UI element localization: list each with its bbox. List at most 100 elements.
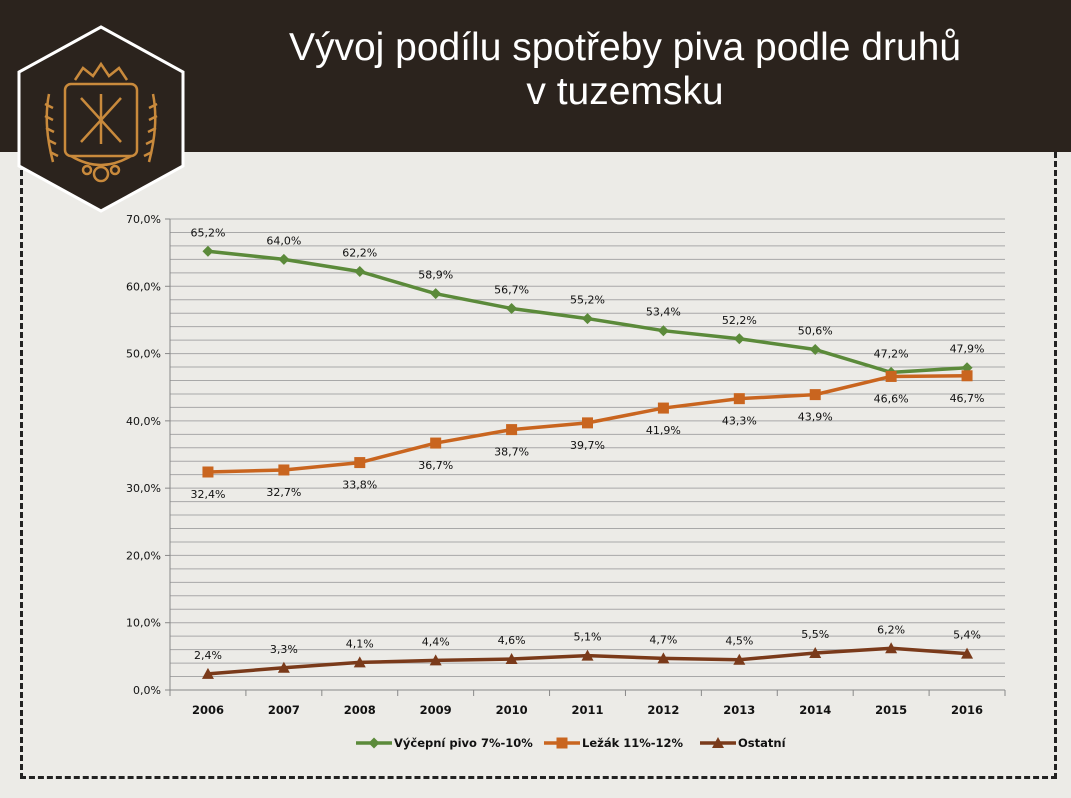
data-label: 4,1% xyxy=(346,637,374,650)
data-point xyxy=(277,661,290,673)
legend-item: Ostatní xyxy=(700,736,787,750)
title-line-2: v tuzemsku xyxy=(526,70,724,113)
data-label: 41,9% xyxy=(646,424,681,437)
data-label: 64,0% xyxy=(266,234,301,247)
series-line xyxy=(207,249,968,375)
axes xyxy=(169,219,1005,691)
series-group: 65,2% 64,0% 62,2% 58,9% 56,7% 55,2% 53,4% 52,2%… xyxy=(190,226,985,679)
data-point xyxy=(430,288,442,300)
page-title: Vývoj podílu spotřeby piva podle druhů v… xyxy=(200,26,1050,114)
series-triangle: 2,4% 3,3% 4,1% 4,4% 4,6% 5,1% 4,7% 4,5% 5,5% 6,2%… xyxy=(194,623,981,679)
data-label: 32,4% xyxy=(190,488,225,501)
data-label: 5,5% xyxy=(801,628,829,641)
x-tick-label: 2012 xyxy=(647,703,679,717)
data-label: 2,4% xyxy=(194,649,222,662)
data-point xyxy=(961,647,974,659)
data-label: 4,6% xyxy=(498,634,526,647)
data-point xyxy=(278,464,290,476)
x-tick-label: 2010 xyxy=(496,703,528,717)
data-point xyxy=(733,393,745,405)
data-label: 52,2% xyxy=(722,314,757,327)
data-point xyxy=(582,313,593,325)
x-tick-label: 2011 xyxy=(571,703,603,717)
data-label: 47,9% xyxy=(950,343,985,356)
data-label: 4,5% xyxy=(725,635,753,648)
legend-label: Výčepní pivo 7%-10% xyxy=(394,736,533,750)
legend-item: Ležák 11%-12% xyxy=(544,736,684,750)
data-label: 55,2% xyxy=(570,294,605,307)
grid-lines xyxy=(170,218,1005,678)
data-point xyxy=(885,642,898,654)
legend-marker xyxy=(556,737,568,749)
x-tick-label: 2013 xyxy=(723,703,755,717)
legend-label: Ostatní xyxy=(738,736,787,750)
title-line-1: Vývoj podílu spotřeby piva podle druhů xyxy=(288,26,962,69)
data-label: 6,2% xyxy=(877,623,905,636)
data-label: 4,7% xyxy=(649,633,677,646)
data-label: 33,8% xyxy=(342,479,377,492)
legend-label: Ležák 11%-12% xyxy=(582,736,684,750)
x-tick-label: 2007 xyxy=(268,703,300,717)
data-point xyxy=(885,370,897,382)
series-diamond: 65,2% 64,0% 62,2% 58,9% 56,7% 55,2% 53,4% 52,2%… xyxy=(190,226,985,378)
data-label: 36,7% xyxy=(418,459,453,472)
data-point xyxy=(354,265,366,277)
data-point xyxy=(354,457,366,469)
data-point xyxy=(581,649,594,661)
data-label: 43,3% xyxy=(722,415,757,428)
data-point xyxy=(733,333,745,345)
data-point xyxy=(430,437,442,449)
legend: Výčepní pivo 7%-10% Ležák 11%-12% Ostatní xyxy=(356,736,787,750)
y-tick-label: 20,0% xyxy=(126,549,161,562)
brewery-emblem-icon xyxy=(17,25,185,213)
x-tick-label: 2014 xyxy=(799,703,831,717)
data-label: 4,4% xyxy=(422,635,450,648)
data-label: 46,7% xyxy=(950,392,985,405)
x-tick-label: 2006 xyxy=(192,703,224,717)
data-point xyxy=(809,344,821,356)
x-tick-label: 2008 xyxy=(344,703,376,717)
y-tick-label: 10,0% xyxy=(126,617,161,630)
data-point xyxy=(429,654,442,666)
data-point xyxy=(202,245,214,257)
y-tick-label: 70,0% xyxy=(126,213,161,226)
data-label: 62,2% xyxy=(342,246,377,259)
data-label: 50,6% xyxy=(798,325,833,338)
data-point xyxy=(657,652,670,664)
data-label: 56,7% xyxy=(494,283,529,296)
data-point xyxy=(733,653,746,665)
data-point xyxy=(506,302,518,314)
data-point xyxy=(202,466,214,478)
x-tick-label: 2009 xyxy=(420,703,452,717)
data-point xyxy=(201,667,214,679)
x-tick-label: 2015 xyxy=(875,703,907,717)
data-label: 39,7% xyxy=(570,439,605,452)
x-tick-label: 2016 xyxy=(951,703,983,717)
legend-item: Výčepní pivo 7%-10% xyxy=(356,736,533,750)
y-axis-ticks: 0,0% 10,0% 20,0% 30,0% 40,0% 50,0% 60,0% 70,0% xyxy=(126,213,170,697)
data-label: 65,2% xyxy=(190,226,225,239)
data-label: 43,9% xyxy=(798,411,833,424)
legend-marker xyxy=(368,737,380,749)
data-point xyxy=(582,417,593,429)
data-point xyxy=(961,370,973,382)
data-point xyxy=(278,253,290,265)
y-tick-label: 50,0% xyxy=(126,348,161,361)
data-label: 5,1% xyxy=(574,631,602,644)
data-point xyxy=(506,424,518,436)
data-point xyxy=(657,325,669,337)
y-tick-label: 0,0% xyxy=(133,684,161,697)
content-frame xyxy=(20,152,1057,779)
data-point xyxy=(353,656,366,668)
y-tick-label: 40,0% xyxy=(126,415,161,428)
data-point xyxy=(809,389,821,401)
data-label: 38,7% xyxy=(494,446,529,459)
data-point xyxy=(505,653,518,665)
data-label: 32,7% xyxy=(266,486,301,499)
data-label: 47,2% xyxy=(874,347,909,360)
series-square: 32,4% 32,7% 33,8% 36,7% 38,7% 39,7% 41,9% 43,3%… xyxy=(190,370,985,501)
legend-marker xyxy=(712,737,724,748)
data-label: 3,3% xyxy=(270,643,298,656)
data-point xyxy=(809,646,822,658)
